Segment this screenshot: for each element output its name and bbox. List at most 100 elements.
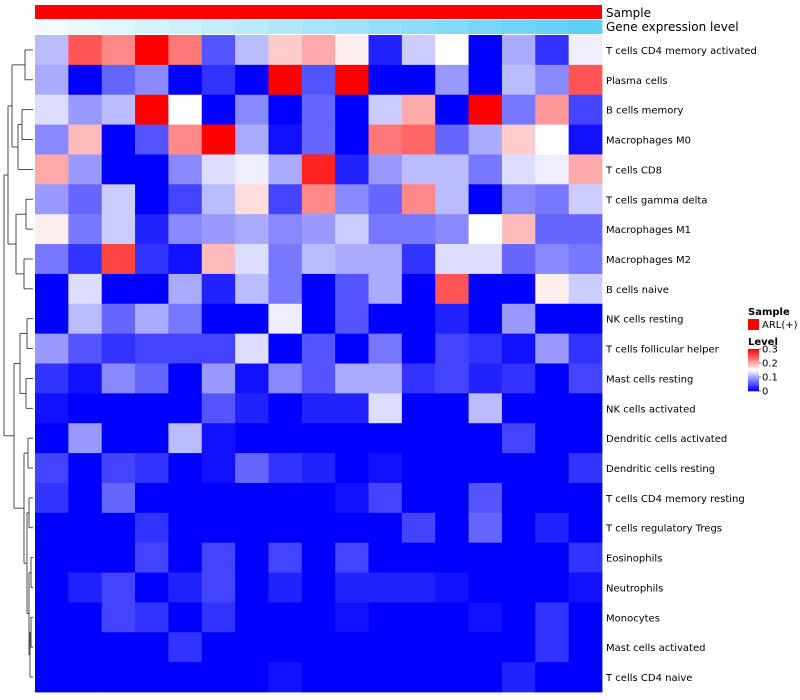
heatmap-cell bbox=[235, 423, 269, 454]
heatmap-cell bbox=[435, 662, 469, 693]
heatmap-cell bbox=[568, 662, 603, 693]
heatmap-cell bbox=[535, 35, 570, 66]
heatmap-cell bbox=[201, 94, 236, 125]
heatmap-cell bbox=[335, 273, 369, 305]
heatmap-cell bbox=[368, 602, 403, 633]
legend-gradient-step bbox=[748, 363, 759, 366]
heatmap-cell bbox=[335, 124, 369, 155]
heatmap-cell bbox=[468, 393, 503, 424]
heatmap-cell bbox=[201, 184, 236, 215]
heatmap-cell bbox=[535, 303, 570, 335]
legend-gradient-step bbox=[748, 354, 759, 356]
heatmap-cell bbox=[468, 273, 503, 305]
heatmap-cell bbox=[368, 94, 403, 125]
heatmap-cell bbox=[501, 64, 536, 96]
heatmap-cell bbox=[468, 363, 503, 394]
heatmap-cell bbox=[101, 602, 136, 633]
heatmap-cell bbox=[368, 64, 403, 96]
row-label: Monocytes bbox=[606, 613, 660, 624]
heatmap-cell bbox=[401, 453, 436, 484]
heatmap-cell bbox=[568, 542, 603, 573]
heatmap-cell bbox=[501, 273, 536, 305]
heatmap-cell bbox=[168, 333, 203, 364]
heatmap-cell bbox=[235, 154, 269, 185]
legend-gradient-step bbox=[748, 368, 759, 371]
heatmap-cell bbox=[568, 632, 603, 663]
heatmap-cell bbox=[435, 124, 469, 155]
heatmap-cell bbox=[368, 154, 403, 185]
row-label: Macrophages M0 bbox=[606, 136, 691, 147]
gene-expression-annotation-cell bbox=[568, 20, 603, 34]
heatmap-cell bbox=[235, 363, 269, 394]
legend-gradient-step bbox=[748, 371, 759, 373]
gene-expression-annotation-cell bbox=[401, 20, 436, 34]
gene-expression-annotation-cell bbox=[68, 20, 103, 34]
heatmap-cell bbox=[435, 423, 469, 454]
heatmap-cell bbox=[335, 154, 369, 185]
heatmap-cell bbox=[335, 64, 369, 96]
heatmap-cell bbox=[301, 453, 336, 484]
heatmap-cell bbox=[268, 94, 303, 125]
heatmap-cell bbox=[135, 184, 169, 215]
legend-ticks: 0.3 0.2 0.1 0 bbox=[759, 345, 778, 398]
heatmap-cell bbox=[168, 572, 203, 603]
heatmap-cell bbox=[535, 662, 570, 693]
heatmap-cell bbox=[201, 333, 236, 364]
heatmap-cell bbox=[268, 64, 303, 96]
heatmap-cell bbox=[435, 542, 469, 573]
heatmap-cell bbox=[501, 632, 536, 663]
heatmap-cell bbox=[235, 273, 269, 305]
heatmap-cell bbox=[568, 303, 603, 335]
heatmap-cell bbox=[101, 423, 136, 454]
heatmap-cell bbox=[101, 572, 136, 603]
heatmap-cell bbox=[201, 154, 236, 185]
heatmap-cell bbox=[135, 214, 169, 245]
heatmap-cell bbox=[435, 632, 469, 663]
heatmap-cell bbox=[468, 214, 503, 245]
heatmap-cell bbox=[135, 453, 169, 484]
heatmap-cell bbox=[368, 662, 403, 693]
heatmap-cell bbox=[101, 214, 136, 245]
heatmap-cell bbox=[535, 512, 570, 544]
heatmap-cell bbox=[368, 35, 403, 66]
heatmap-cell bbox=[68, 602, 103, 633]
legend-sample-swatch bbox=[748, 319, 759, 330]
heatmap-cell bbox=[235, 244, 269, 275]
heatmap-cell bbox=[468, 482, 503, 514]
heatmap-cell bbox=[468, 94, 503, 125]
legend-gradient-step bbox=[748, 379, 759, 381]
heatmap-cell bbox=[201, 273, 236, 305]
heatmap-cell bbox=[501, 602, 536, 633]
heatmap-cell bbox=[501, 363, 536, 394]
gene-expression-annotation-cell bbox=[501, 20, 536, 34]
heatmap-cell bbox=[501, 453, 536, 484]
heatmap-cell bbox=[435, 94, 469, 125]
heatmap-cell bbox=[135, 602, 169, 633]
heatmap-cell bbox=[568, 94, 603, 125]
legend-color-gradient bbox=[748, 349, 759, 392]
heatmap-cell bbox=[201, 35, 236, 66]
heatmap-cell bbox=[301, 542, 336, 573]
heatmap-cell bbox=[268, 124, 303, 155]
heatmap-cell bbox=[301, 393, 336, 424]
heatmap-cell bbox=[468, 602, 503, 633]
heatmap-cell bbox=[268, 363, 303, 394]
heatmap-cell bbox=[368, 244, 403, 275]
legend-gradient-step bbox=[748, 356, 759, 358]
gene-expression-annotation-cell bbox=[168, 20, 203, 34]
heatmap-cell bbox=[401, 124, 436, 155]
heatmap-cell bbox=[268, 35, 303, 66]
heatmap-cell bbox=[301, 423, 336, 454]
heatmap-cell bbox=[468, 453, 503, 484]
sample-track-label: Sample bbox=[606, 6, 651, 20]
heatmap-cell bbox=[201, 214, 236, 245]
heatmap-cell bbox=[201, 482, 236, 514]
heatmap-cell bbox=[235, 393, 269, 424]
heatmap-cell bbox=[168, 453, 203, 484]
heatmap-cell bbox=[368, 273, 403, 305]
heatmap-cell bbox=[268, 602, 303, 633]
heatmap-cell bbox=[101, 273, 136, 305]
heatmap-cell bbox=[368, 512, 403, 544]
heatmap-cell bbox=[101, 542, 136, 573]
heatmap-cell bbox=[301, 602, 336, 633]
